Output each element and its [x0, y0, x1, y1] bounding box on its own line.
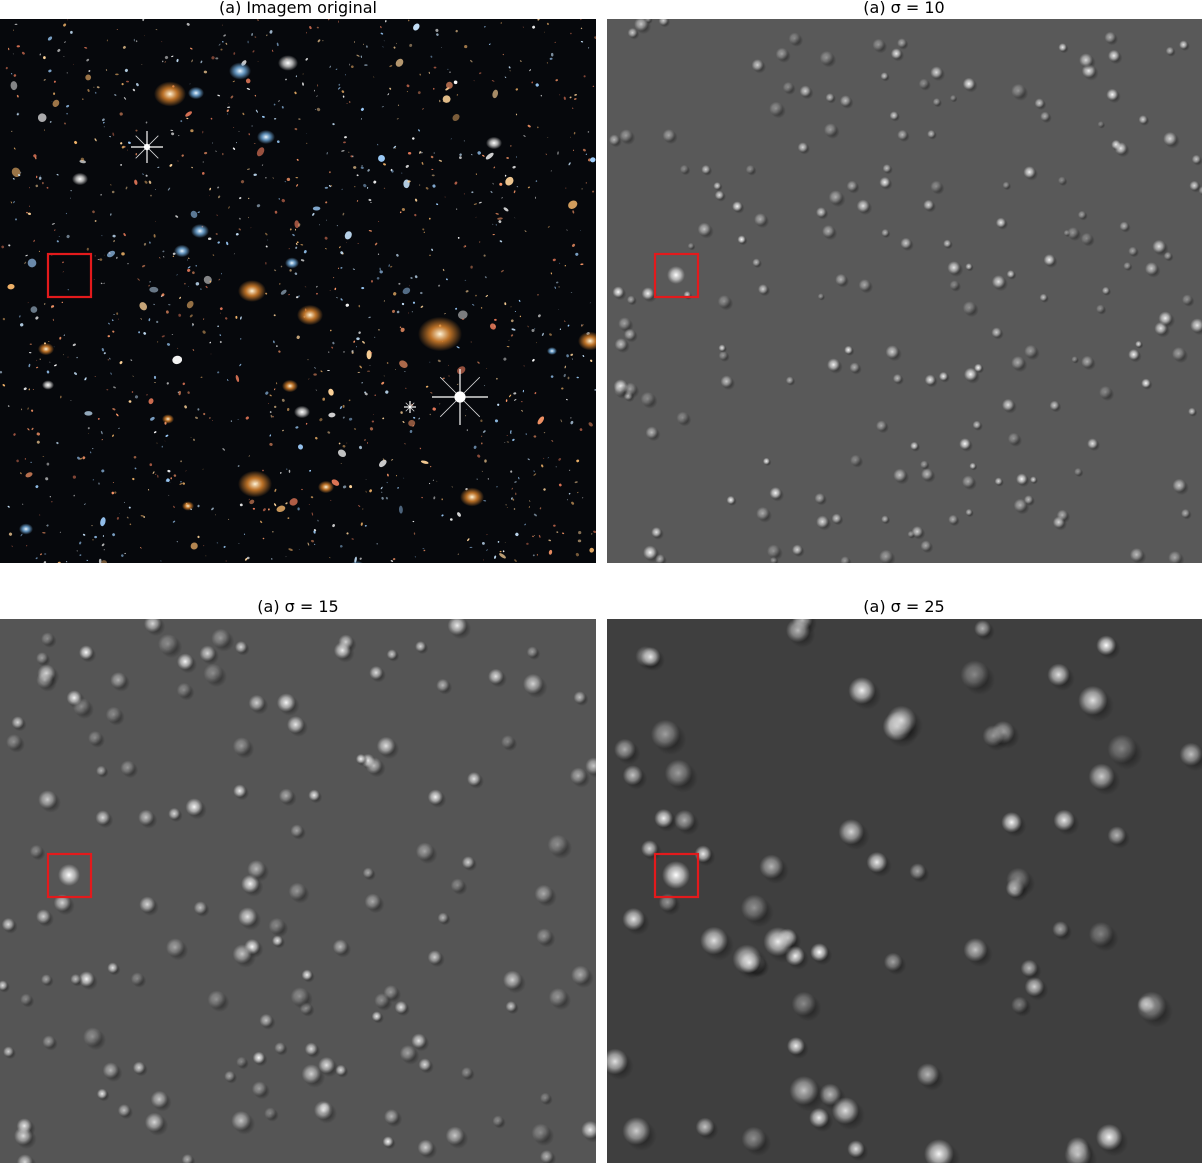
original-deep-field-image [0, 19, 596, 563]
panel-title-original: (a) Imagem original [219, 0, 377, 17]
filtered-image-sigma-15 [0, 619, 596, 1163]
panel-title-sigma-15: (a) σ = 15 [257, 597, 339, 616]
filtered-image-sigma-25 [607, 619, 1202, 1163]
panel-title-sigma-10: (a) σ = 10 [863, 0, 945, 17]
panel-title-sigma-25: (a) σ = 25 [863, 597, 945, 616]
filtered-image-sigma-10 [607, 19, 1202, 563]
